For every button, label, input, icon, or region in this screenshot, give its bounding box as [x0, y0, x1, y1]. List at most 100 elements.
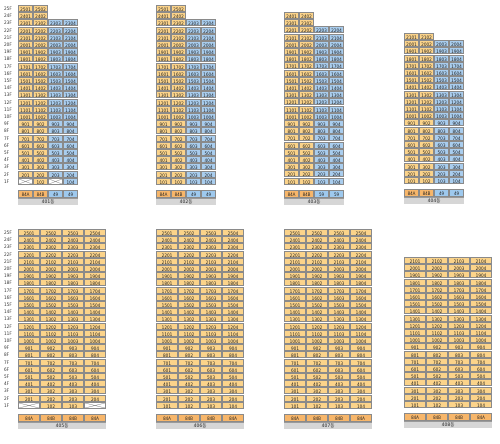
unit-cell[interactable]: 2004: [201, 41, 216, 48]
unit-cell[interactable]: 302: [171, 163, 186, 171]
unit-cell[interactable]: 1503: [314, 76, 329, 84]
unit-cell[interactable]: 1303: [448, 314, 470, 322]
unit-cell[interactable]: 1703: [448, 285, 470, 293]
unit-cell[interactable]: 902: [33, 120, 48, 128]
unit-cell[interactable]: 604: [329, 141, 344, 149]
unit-cell[interactable]: 1801: [404, 54, 419, 62]
unit-cell[interactable]: 1101: [156, 105, 171, 113]
unit-cell[interactable]: 602: [33, 141, 48, 149]
unit-cell[interactable]: 2004: [63, 41, 78, 48]
unit-cell[interactable]: 1204: [470, 321, 492, 329]
unit-cell[interactable]: 1903: [62, 272, 84, 280]
unit-cell[interactable]: 2102: [40, 257, 62, 265]
unit-cell[interactable]: 104: [222, 401, 244, 409]
unit-cell[interactable]: 601: [18, 141, 33, 149]
unit-cell[interactable]: 1402: [171, 84, 186, 92]
unit-cell[interactable]: 2001: [404, 40, 419, 48]
unit-cell[interactable]: 403: [328, 380, 350, 388]
unit-cell[interactable]: 203: [314, 170, 329, 178]
unit-cell[interactable]: 2301: [284, 243, 306, 251]
unit-cell[interactable]: 303: [200, 387, 222, 395]
unit-cell[interactable]: 2403: [62, 236, 84, 244]
unit-cell[interactable]: 902: [171, 120, 186, 128]
unit-cell[interactable]: 1103: [448, 329, 470, 336]
unit-cell[interactable]: 604: [201, 141, 216, 149]
unit-cell[interactable]: 602: [426, 365, 448, 372]
unit-cell[interactable]: 304: [201, 163, 216, 171]
unit-cell[interactable]: 103: [200, 401, 222, 409]
unit-cell[interactable]: 503: [62, 373, 84, 380]
unit-cell[interactable]: 602: [171, 141, 186, 149]
unit-cell[interactable]: 402: [426, 379, 448, 387]
unit-cell[interactable]: 2204: [63, 26, 78, 34]
unit-cell[interactable]: 404: [222, 380, 244, 388]
unit-cell[interactable]: 403: [62, 380, 84, 388]
unit-cell[interactable]: 2301: [18, 19, 33, 27]
unit-cell[interactable]: 1501: [404, 76, 419, 84]
unit-cell[interactable]: 704: [84, 358, 106, 366]
unit-cell[interactable]: 1603: [200, 293, 222, 301]
unit-cell[interactable]: 1802: [40, 279, 62, 287]
unit-cell[interactable]: 802: [33, 127, 48, 135]
unit-cell[interactable]: 603: [314, 141, 329, 149]
unit-cell[interactable]: 102: [171, 177, 186, 185]
unit-cell[interactable]: 1003: [186, 113, 201, 120]
unit-cell[interactable]: 502: [40, 373, 62, 380]
unit-cell[interactable]: 1102: [178, 329, 200, 337]
unit-cell[interactable]: 203: [434, 169, 449, 177]
unit-cell[interactable]: 2001: [18, 41, 33, 48]
unit-cell[interactable]: 2503: [328, 229, 350, 236]
unit-cell[interactable]: 2303: [48, 19, 63, 27]
unit-cell[interactable]: 101: [404, 401, 426, 408]
unit-cell[interactable]: 502: [299, 148, 314, 156]
unit-cell[interactable]: 903: [448, 343, 470, 351]
unit-cell[interactable]: 1302: [171, 91, 186, 99]
unit-cell[interactable]: 2202: [306, 250, 328, 258]
unit-cell[interactable]: 1203: [328, 322, 350, 330]
unit-cell[interactable]: 2102: [426, 257, 448, 264]
unit-cell[interactable]: 1104: [329, 105, 344, 113]
unit-cell[interactable]: 2401: [284, 236, 306, 244]
unit-cell[interactable]: 1102: [33, 105, 48, 113]
unit-cell[interactable]: 802: [426, 350, 448, 358]
unit-cell[interactable]: 502: [306, 373, 328, 380]
unit-cell[interactable]: 1601: [156, 69, 171, 77]
unit-cell[interactable]: 1703: [314, 62, 329, 70]
unit-cell[interactable]: 702: [171, 134, 186, 142]
unit-cell[interactable]: 1404: [329, 84, 344, 91]
unit-cell[interactable]: 2202: [299, 26, 314, 34]
unit-cell[interactable]: 2502: [33, 5, 48, 12]
unit-cell[interactable]: 1704: [329, 62, 344, 70]
unit-cell[interactable]: 403: [186, 156, 201, 164]
unit-cell[interactable]: 403: [448, 379, 470, 387]
unit-cell[interactable]: 1604: [449, 69, 464, 76]
unit-cell[interactable]: 1901: [284, 48, 299, 55]
unit-cell[interactable]: 1202: [306, 322, 328, 330]
unit-cell[interactable]: 704: [449, 133, 464, 141]
unit-cell[interactable]: 303: [448, 386, 470, 394]
unit-cell[interactable]: 1201: [404, 97, 419, 105]
unit-cell[interactable]: 703: [62, 358, 84, 366]
unit-cell[interactable]: 1703: [48, 62, 63, 70]
unit-cell[interactable]: 1604: [350, 293, 372, 301]
unit-cell[interactable]: 101: [284, 401, 306, 409]
unit-cell[interactable]: 1303: [200, 315, 222, 323]
unit-cell[interactable]: 2404: [222, 236, 244, 244]
unit-cell[interactable]: 1403: [314, 84, 329, 91]
unit-cell[interactable]: 1103: [200, 329, 222, 337]
unit-cell[interactable]: 2001: [284, 40, 299, 48]
unit-cell[interactable]: 104: [201, 177, 216, 185]
unit-cell[interactable]: 1204: [329, 98, 344, 106]
unit-cell[interactable]: 401: [18, 380, 40, 388]
unit-cell[interactable]: 204: [449, 169, 464, 177]
unit-cell[interactable]: 202: [419, 169, 434, 177]
unit-cell[interactable]: 1504: [449, 76, 464, 84]
unit-cell[interactable]: 2501: [18, 5, 33, 12]
unit-cell[interactable]: 1601: [284, 69, 299, 77]
unit-cell[interactable]: 803: [200, 351, 222, 359]
unit-cell[interactable]: 2003: [186, 41, 201, 48]
unit-cell[interactable]: 501: [156, 373, 178, 380]
unit-cell[interactable]: 1301: [156, 91, 171, 99]
unit-cell[interactable]: 2201: [156, 26, 171, 34]
unit-cell[interactable]: 1901: [156, 272, 178, 280]
